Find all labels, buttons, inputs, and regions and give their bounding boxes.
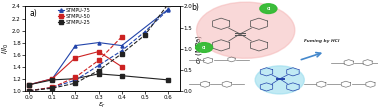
Text: Cl: Cl [266,7,271,11]
Ellipse shape [197,2,295,58]
X-axis label: $\varepsilon_r$: $\varepsilon_r$ [98,100,106,108]
Legend: STMPU-75, STMPU-50, STMPU-25: STMPU-75, STMPU-50, STMPU-25 [58,8,90,25]
Y-axis label: $\sigma_f$ (MPa): $\sigma_f$ (MPa) [194,34,204,64]
Circle shape [196,43,212,52]
Text: Cl: Cl [202,45,206,50]
Ellipse shape [255,66,304,94]
Text: a): a) [29,9,37,18]
Text: Fuming by HCl: Fuming by HCl [304,39,339,43]
Y-axis label: $I/I_0$: $I/I_0$ [0,43,11,54]
Text: b): b) [191,3,199,12]
Circle shape [260,4,277,14]
